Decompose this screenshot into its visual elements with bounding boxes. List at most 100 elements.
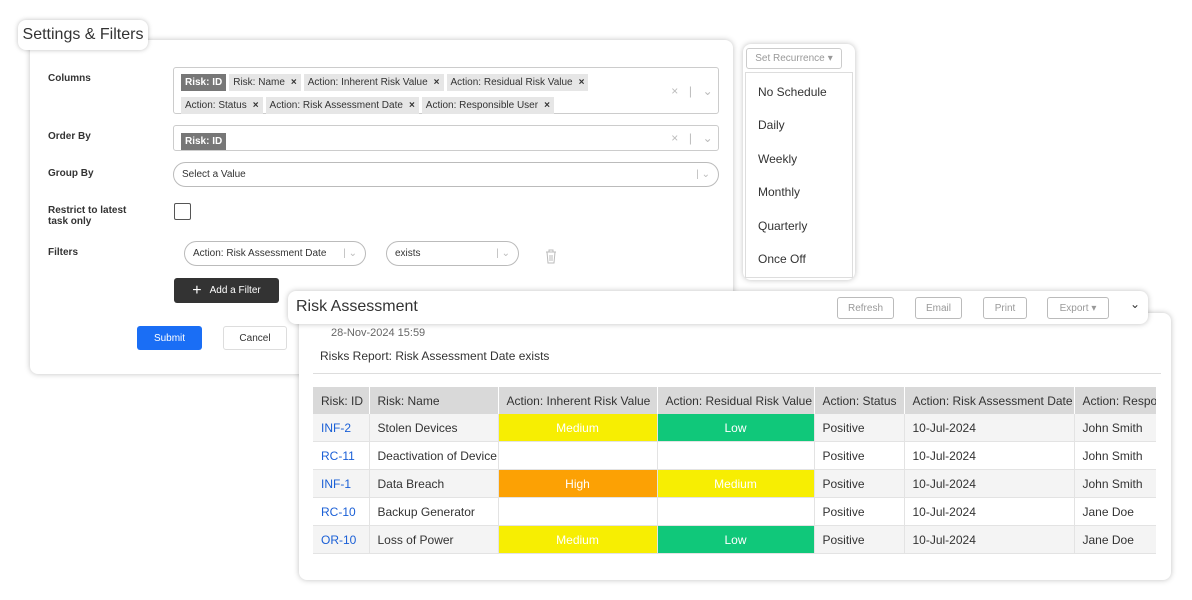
select-controls: × | ⌄ <box>671 83 713 98</box>
empty-cell <box>498 497 658 526</box>
label: Restrict to latest task only <box>48 205 127 227</box>
column-header: Risk: Name <box>369 387 499 414</box>
cell: 10-Jul-2024 <box>904 414 1075 442</box>
options-list: No Schedule Daily Weekly Monthly Quarterly On… <box>745 72 853 278</box>
cell: Positive <box>814 414 905 442</box>
empty-cell <box>657 497 815 526</box>
button-text: Add a Filter <box>209 285 261 296</box>
submit-button[interactable]: Submit <box>137 326 202 350</box>
settings-title: Settings & Filters <box>18 20 148 50</box>
value: exists <box>395 248 421 259</box>
chip[interactable]: Action: Responsible User <box>421 97 554 114</box>
cell: 10-Jul-2024 <box>904 441 1075 470</box>
risk-cell: High <box>498 469 658 498</box>
column-header: Risk: ID <box>313 387 370 414</box>
risk-id-link[interactable]: OR-10 <box>313 525 370 554</box>
table-row: RC-10 Backup Generator Positive 10-Jul-2024… <box>313 497 1156 526</box>
risk-cell: Low <box>657 525 815 554</box>
table-row: RC-11 Deactivation of Device Positive 10-Ju… <box>313 441 1156 470</box>
label: Order By <box>48 131 91 142</box>
value: Action: Risk Assessment Date <box>193 248 327 259</box>
chip[interactable]: Risk: ID <box>181 74 227 91</box>
risk-id-link[interactable]: RC-11 <box>313 441 370 470</box>
cell: Stolen Devices <box>369 414 499 442</box>
table-row: INF-1 Data Breach High Medium Positive 10-Jul… <box>313 469 1156 498</box>
empty-cell <box>498 441 658 470</box>
label: Filters <box>48 247 79 258</box>
option[interactable]: Once Off <box>758 252 806 266</box>
timestamp: 28-Nov-2024 15:59 <box>331 327 426 339</box>
risk-id-link[interactable]: INF-1 <box>313 469 370 498</box>
report-table: Risk: ID Risk: Name Action: Inherent Risk … <box>313 387 1156 554</box>
add-filter-button[interactable]: + Add a Filter <box>174 278 279 303</box>
chip[interactable]: Risk: Name <box>229 74 301 91</box>
chip[interactable]: Action: Status <box>181 97 263 114</box>
cell: Loss of Power <box>369 525 499 554</box>
cell: Backup Generator <box>369 497 499 526</box>
caret: | ⌄ <box>343 248 357 259</box>
cell: John Smith <box>1074 414 1156 442</box>
cell: Positive <box>814 441 905 470</box>
cancel-button[interactable]: Cancel <box>223 326 287 350</box>
collapse-icon[interactable]: ⌄ <box>1130 297 1141 311</box>
option[interactable]: No Schedule <box>758 85 827 99</box>
column-header: Action: Status <box>814 387 905 414</box>
chip[interactable]: Action: Residual Risk Value <box>446 74 589 91</box>
caret: | ⌄ <box>496 248 510 259</box>
table-row: OR-10 Loss of Power Medium Low Positive 10-Ju… <box>313 525 1156 554</box>
option[interactable]: Quarterly <box>758 218 808 233</box>
caret: | ⌄ <box>696 169 710 180</box>
report-button[interactable]: Print <box>983 297 1027 319</box>
cell: Jane Doe <box>1074 497 1156 526</box>
cell: 10-Jul-2024 <box>904 525 1075 554</box>
risk-id-link[interactable]: RC-10 <box>313 497 370 526</box>
filter-field[interactable]: Action: Risk Assessment Date | ⌄ <box>184 241 366 266</box>
cell: Positive <box>814 525 905 554</box>
table-wrap: Risk: ID Risk: Name Action: Inherent Risk … <box>313 387 1156 554</box>
cell: John Smith <box>1074 441 1156 470</box>
recurrence-button[interactable]: Set Recurrence ▾ <box>746 48 842 69</box>
subtitle: Risks Report: Risk Assessment Date exist… <box>320 349 550 363</box>
cell: Deactivation of Device <box>369 441 499 470</box>
column-header: Action: Residual Risk Value <box>657 387 815 414</box>
column-header: Action: Inherent Risk Value <box>498 387 658 414</box>
risk-id-link[interactable]: INF-2 <box>313 414 370 442</box>
cell: Data Breach <box>369 469 499 498</box>
cell: Jane Doe <box>1074 525 1156 554</box>
chip[interactable]: Risk: ID <box>181 133 227 150</box>
option[interactable]: Weekly <box>758 151 798 166</box>
risk-cell: Medium <box>498 414 658 442</box>
placeholder: Select a Value <box>182 169 246 180</box>
report-button[interactable]: Export ▾ <box>1047 297 1109 319</box>
column-header: Action: Responsible User <box>1074 387 1156 414</box>
report-header: Risk Assessment ⌄ Refresh Email Print Expor… <box>288 291 1148 324</box>
report-panel: 28-Nov-2024 15:59 Risks Report: Risk Ass… <box>299 313 1171 580</box>
select-controls: × | ⌄ <box>671 131 713 145</box>
risk-cell: Low <box>657 414 815 442</box>
divider <box>313 373 1161 374</box>
button-text: Set Recurrence <box>755 53 825 64</box>
cell: 10-Jul-2024 <box>904 469 1075 498</box>
option[interactable]: Daily <box>758 118 785 133</box>
order-select[interactable]: Risk: ID × | ⌄ <box>173 125 719 151</box>
cell: John Smith <box>1074 469 1156 498</box>
cell: 10-Jul-2024 <box>904 497 1075 526</box>
group-select[interactable]: Select a Value | ⌄ <box>173 162 719 187</box>
column-header: Action: Risk Assessment Date <box>904 387 1075 414</box>
chip[interactable]: Action: Risk Assessment Date <box>265 97 419 114</box>
risk-cell: Medium <box>498 525 658 554</box>
empty-cell <box>657 441 815 470</box>
chip[interactable]: Action: Inherent Risk Value <box>303 74 444 91</box>
trash-icon[interactable] <box>544 248 558 264</box>
recurrence-panel: Set Recurrence ▾ No Schedule Daily Weekly Mo… <box>743 44 855 280</box>
report-button[interactable]: Email <box>915 297 962 319</box>
cell: Positive <box>814 469 905 498</box>
report-button[interactable]: Refresh <box>837 297 894 319</box>
checkbox[interactable] <box>174 203 191 220</box>
label: Columns <box>48 73 91 84</box>
filter-operator[interactable]: exists | ⌄ <box>386 241 519 266</box>
option[interactable]: Monthly <box>758 185 801 200</box>
